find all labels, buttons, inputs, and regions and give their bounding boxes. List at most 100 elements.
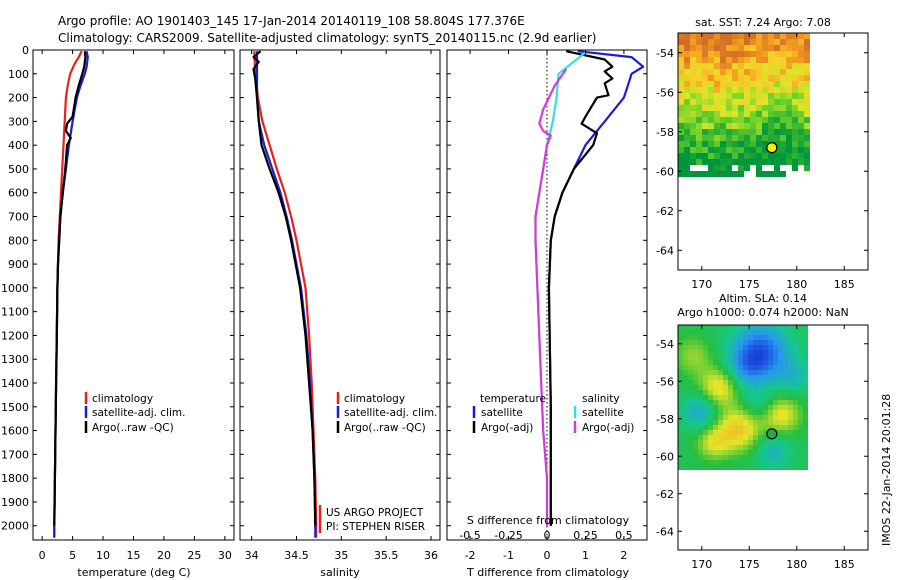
sst-cell xyxy=(756,39,762,45)
sst-cell xyxy=(678,123,684,129)
sla-cell xyxy=(758,330,763,335)
sst-cell xyxy=(792,111,798,117)
x-tick-label: 35 xyxy=(334,549,348,562)
sla-cell xyxy=(678,360,683,365)
sla-cell xyxy=(683,350,688,355)
sla-cell xyxy=(713,335,718,340)
sst-cell xyxy=(732,63,738,69)
sst-cell xyxy=(792,99,798,105)
sla-cell xyxy=(793,335,798,340)
sla-cell xyxy=(773,340,778,345)
sst-cell xyxy=(684,51,690,57)
sst-cell xyxy=(684,117,690,123)
sla-cell xyxy=(753,430,758,435)
sst-cell xyxy=(678,135,684,141)
sla-cell xyxy=(748,355,753,360)
sst-cell xyxy=(726,165,732,171)
sst-cell xyxy=(750,69,756,75)
sla-cell xyxy=(783,355,788,360)
sst-cell xyxy=(720,45,726,51)
sst-cell xyxy=(798,93,804,99)
sla-cell xyxy=(773,355,778,360)
sla-cell xyxy=(683,335,688,340)
sla-cell xyxy=(793,400,798,405)
sst-cell xyxy=(798,51,804,57)
sla-cell xyxy=(713,430,718,435)
y-tick-label: 400 xyxy=(8,139,29,152)
sla-map-title: Altim. SLA: 0.14 xyxy=(719,292,807,305)
sst-cell xyxy=(762,33,768,39)
sst-cell xyxy=(690,123,696,129)
sla-cell xyxy=(768,440,773,445)
sla-cell xyxy=(693,455,698,460)
sla-cell xyxy=(768,325,773,330)
sla-cell xyxy=(733,360,738,365)
sla-cell xyxy=(698,335,703,340)
sla-cell xyxy=(718,335,723,340)
sla-cell xyxy=(773,325,778,330)
sla-cell xyxy=(738,325,743,330)
sla-cell xyxy=(703,365,708,370)
sla-cell xyxy=(693,370,698,375)
sla-cell xyxy=(798,390,803,395)
sst-cell xyxy=(804,75,810,81)
sst-cell xyxy=(768,117,774,123)
sst-cell xyxy=(684,69,690,75)
sla-cell xyxy=(753,355,758,360)
x-tick-label: 15 xyxy=(127,549,141,562)
sla-cell xyxy=(748,415,753,420)
sst-cell xyxy=(744,57,750,63)
sst-cell xyxy=(714,105,720,111)
sst-cell xyxy=(750,45,756,51)
sst-cell xyxy=(756,153,762,159)
sla-cell xyxy=(733,400,738,405)
sla-cell xyxy=(788,415,793,420)
sst-cell xyxy=(714,75,720,81)
sla-cell xyxy=(783,450,788,455)
series-line-satellite-0 xyxy=(547,50,645,526)
sst-cell xyxy=(720,51,726,57)
y-tick-label: 1000 xyxy=(1,282,29,295)
sla-cell xyxy=(748,350,753,355)
sla-cell xyxy=(748,385,753,390)
sst-cell xyxy=(738,165,744,171)
sst-cell xyxy=(756,123,762,129)
sst-cell xyxy=(690,45,696,51)
map-x-tick-label: 170 xyxy=(691,558,712,571)
sst-cell xyxy=(756,45,762,51)
sla-cell xyxy=(783,425,788,430)
sla-cell xyxy=(743,435,748,440)
difference-xlabel-salinity: S difference from climatology xyxy=(467,514,630,527)
sst-cell xyxy=(738,147,744,153)
series-line-satellite-2 xyxy=(534,51,587,526)
sla-cell xyxy=(793,440,798,445)
sla-cell xyxy=(748,450,753,455)
sla-cell xyxy=(728,350,733,355)
sst-cell xyxy=(786,123,792,129)
sst-cell xyxy=(696,69,702,75)
sla-cell xyxy=(693,405,698,410)
sla-cell xyxy=(748,400,753,405)
sla-cell xyxy=(763,440,768,445)
sst-cell xyxy=(738,69,744,75)
sst-cell xyxy=(720,105,726,111)
sst-cell xyxy=(744,135,750,141)
sla-cell xyxy=(723,465,728,470)
sla-cell xyxy=(798,440,803,445)
sla-cell xyxy=(778,460,783,465)
sla-cell xyxy=(763,375,768,380)
sla-cell xyxy=(753,450,758,455)
sst-cell xyxy=(792,129,798,135)
sla-cell xyxy=(743,380,748,385)
sst-cell xyxy=(786,147,792,153)
x-tick-label: 34 xyxy=(245,549,259,562)
sla-cell xyxy=(803,400,808,405)
sst-cell xyxy=(720,171,726,177)
sst-cell xyxy=(720,81,726,87)
sst-cell xyxy=(762,63,768,69)
sla-cell xyxy=(763,430,768,435)
sst-cell xyxy=(762,57,768,63)
sst-cell xyxy=(714,147,720,153)
sst-cell xyxy=(732,117,738,123)
y-tick-label: 900 xyxy=(8,258,29,271)
